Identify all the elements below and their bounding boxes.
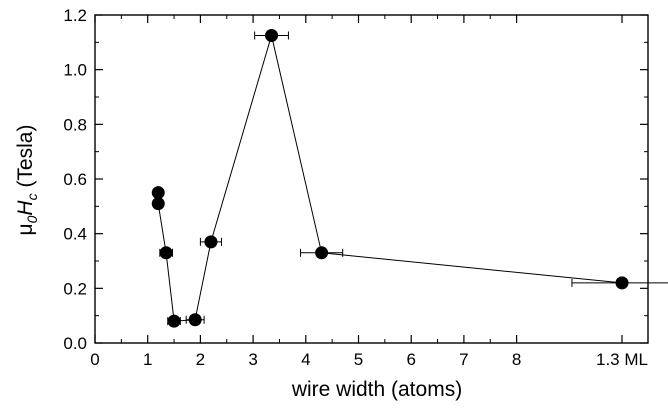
data-point <box>265 29 279 42</box>
y-tick-label: 0.8 <box>63 115 87 134</box>
point-layer <box>151 29 629 328</box>
data-point <box>315 246 329 260</box>
x-axis-title: wire width (atoms) <box>291 378 462 401</box>
x-tick-label: 8 <box>512 350 521 369</box>
data-point <box>151 186 165 200</box>
y-tick-label: 1.2 <box>63 6 87 25</box>
y-tick-label: 0.2 <box>63 279 87 298</box>
errorbar-layer <box>159 31 668 326</box>
x-tick-label: 7 <box>459 350 468 369</box>
x-tick-label: 1 <box>143 350 152 369</box>
y-axis-title-mu-sub: 0 <box>24 215 40 223</box>
tick-layer: 0 1 2 3 4 5 6 7 8 1.3 ML 0.0 0.2 0.4 0.6 0.8 1.0 1.2 <box>63 6 648 369</box>
x-tick-label: 0 <box>90 350 99 369</box>
data-point <box>615 276 629 290</box>
y-axis-title-h: H <box>14 200 37 216</box>
y-axis-title: μ0Hc (Tesla) <box>14 125 40 236</box>
connector-layer <box>157 33 623 322</box>
data-point <box>204 235 218 249</box>
y-tick-label: 0.6 <box>63 170 87 189</box>
y-axis-title-mu: μ <box>14 223 37 235</box>
x-tick-label: 3 <box>248 350 257 369</box>
y-tick-label: 1.0 <box>63 61 87 80</box>
x-tick-label: 4 <box>301 350 310 369</box>
data-point <box>167 314 181 328</box>
y-tick-label: 0.0 <box>63 334 87 353</box>
x-tick-label: 6 <box>406 350 415 369</box>
x-tick-label: 2 <box>196 350 205 369</box>
y-axis-title-rest: (Tesla) <box>14 125 37 194</box>
data-point <box>188 313 202 327</box>
plot-frame <box>94 14 649 344</box>
series-line <box>157 33 623 322</box>
x-tick-label: 5 <box>354 350 363 369</box>
axes-layer <box>94 14 649 344</box>
x-tick-label: 1.3 ML <box>596 350 648 369</box>
data-point <box>159 246 173 260</box>
y-axis-title-h-sub: c <box>24 193 40 200</box>
y-tick-label: 0.4 <box>63 225 87 244</box>
data-point <box>151 197 165 211</box>
